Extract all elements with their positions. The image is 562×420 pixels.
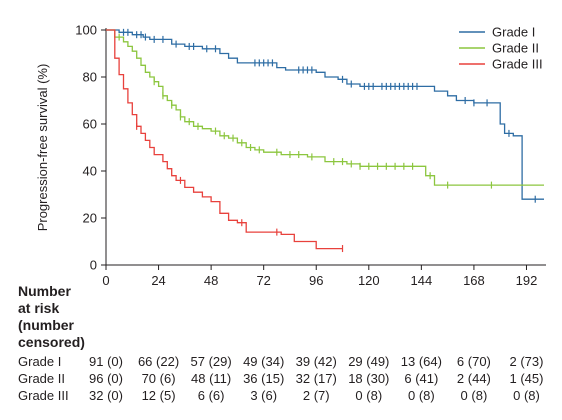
risk-cell: 57 (29) [191,354,232,369]
risk-cell: 0 (8) [408,388,435,403]
y-tick-label: 20 [83,211,97,226]
risk-cell: 1 (45) [509,371,543,386]
risk-cell: 48 (11) [191,371,231,386]
risk-cell: 6 (70) [457,354,491,369]
risk-cell: 2 (44) [457,371,491,386]
x-tick-label: 72 [256,273,270,288]
risk-cell: 70 (6) [142,371,176,386]
risk-cell: 0 (8) [461,388,488,403]
survival-curve [106,29,343,250]
risk-cell: 36 (15) [243,371,284,386]
x-tick-label: 96 [309,273,323,288]
x-tick-label: 48 [204,273,218,288]
risk-table-title: censored) [18,334,85,350]
risk-cell: 91 (0) [89,354,123,369]
risk-row-label: Grade III [18,388,69,403]
risk-cell: 0 (8) [355,388,382,403]
risk-row-label: Grade I [18,354,61,369]
series-grade-ii [106,29,544,189]
risk-cell: 6 (6) [198,388,225,403]
risk-cell: 39 (42) [296,354,337,369]
y-tick-label: 40 [83,164,97,179]
x-tick-label: 24 [151,273,165,288]
risk-cell: 12 (5) [142,388,176,403]
risk-table-title: Number [18,283,71,299]
x-tick-label: 0 [102,273,109,288]
x-tick-label: 168 [463,273,485,288]
y-tick-label: 0 [90,258,97,273]
legend-label: Grade I [492,25,535,40]
survival-curve [106,29,544,186]
series-layer [106,28,544,253]
x-tick-label: 192 [516,273,538,288]
risk-cell: 96 (0) [89,371,123,386]
y-axis-label: Progression-free survival (%) [35,64,50,232]
y-tick-label: 80 [83,70,97,85]
x-tick-label: 144 [411,273,433,288]
risk-cell: 2 (7) [303,388,330,403]
y-tick-label: 100 [75,23,97,38]
risk-table-title: (number [18,317,75,333]
risk-cell: 6 (41) [404,371,438,386]
risk-cell: 2 (73) [509,354,543,369]
risk-cell: 3 (6) [250,388,277,403]
series-grade-iii [106,29,344,253]
risk-cell: 0 (8) [513,388,540,403]
risk-cell: 32 (0) [89,388,123,403]
legend-label: Grade III [492,57,543,72]
risk-row-label: Grade II [18,371,65,386]
risk-cell: 18 (30) [348,371,389,386]
x-tick-label: 120 [358,273,380,288]
risk-table-title: at risk [18,300,59,316]
risk-cell: 49 (34) [243,354,284,369]
survival-curve [106,29,544,200]
legend-label: Grade II [492,41,539,56]
risk-cell: 13 (64) [401,354,442,369]
risk-cell: 32 (17) [296,371,337,386]
risk-cell: 66 (22) [138,354,179,369]
risk-cell: 29 (49) [348,354,389,369]
series-grade-i [106,28,544,203]
axes: 0 20 40 60 80 100 0 24 48 72 96 120 144 168 192 Progres… [35,23,546,288]
y-tick-label: 60 [83,117,97,132]
